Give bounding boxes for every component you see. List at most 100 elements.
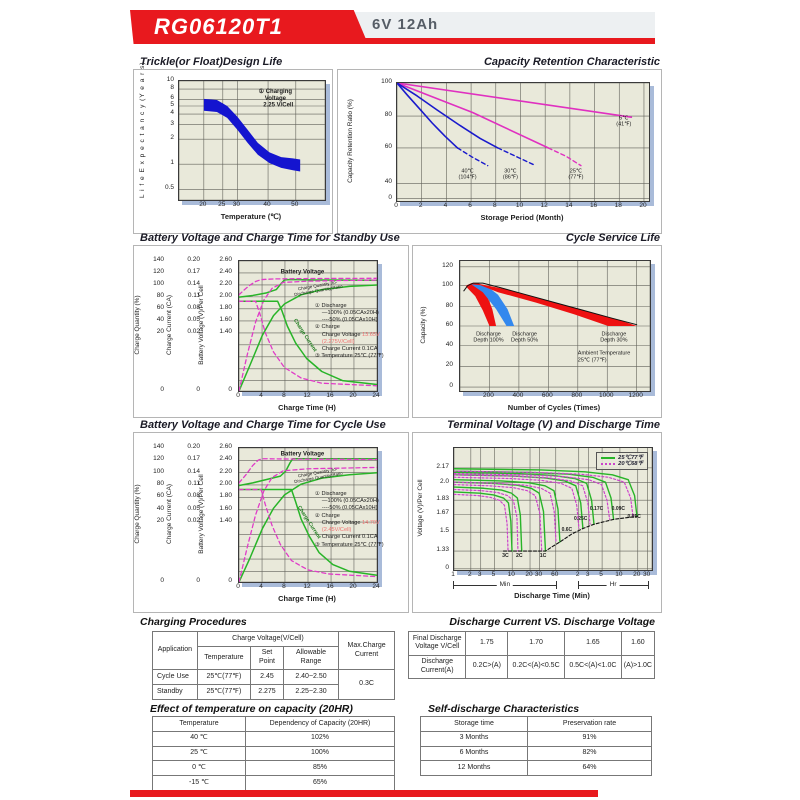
discharge-v-170: 1.70 bbox=[507, 631, 565, 656]
terminal-voltage-discharge-series-0.09C-25C bbox=[454, 471, 614, 519]
terminal-x-axis-label: Discharge Time (Min) bbox=[514, 591, 590, 600]
x-tick-label: 4 bbox=[443, 202, 448, 209]
y-tick-label: 2.60 bbox=[219, 256, 232, 264]
cycle-service-life-series-dod-100-band bbox=[465, 283, 497, 326]
temp-neg15-label: -15 ℃ bbox=[152, 775, 246, 791]
table-row: 12 Months 64% bbox=[420, 760, 652, 776]
y-tick-label: 0.05 bbox=[187, 316, 200, 324]
capacity-retention-series-30C-line bbox=[397, 83, 498, 148]
discharge-table: Final Discharge Voltage V/Cell 1.75 1.70… bbox=[407, 631, 656, 679]
trickle-design-life-annotation: 2.25 V/Cell bbox=[263, 102, 294, 109]
y-tick-label: 80 bbox=[384, 111, 392, 119]
standby-voltage-axis-label: Battery Voltage (V)/Per Cell bbox=[198, 285, 205, 365]
cycle-charge-annotation: Battery Voltage bbox=[280, 451, 325, 458]
standby-voltage-axis: 2.60 2.40 2.20 2.00 1.80 1.60 1.40 0 bbox=[210, 256, 234, 393]
standby-conditions-note: ① Discharge —100% (0.05CAx20H) ----50% (0.… bbox=[315, 303, 384, 361]
x-tick-label: 16 bbox=[326, 583, 334, 590]
retention-x-axis-label: Storage Period (Month) bbox=[480, 213, 564, 222]
temp-25-value: 100% bbox=[245, 745, 395, 762]
selfd-3m-label: 3 Months bbox=[420, 730, 528, 747]
capacity-retention-series-25C-line bbox=[397, 83, 548, 148]
y-tick-label: 0.05 bbox=[187, 504, 200, 512]
note-text: 14.70V bbox=[362, 519, 380, 526]
product-model: RG06120T1 bbox=[154, 14, 283, 39]
cycle-charge-canvas bbox=[239, 448, 377, 582]
y-tick-label: 0 bbox=[160, 386, 164, 394]
trickle-design-life-series-design-life-band bbox=[203, 98, 301, 172]
x-tick-label: 14 bbox=[565, 202, 573, 209]
y-tick-label: 80 bbox=[156, 480, 164, 488]
y-tick-label: 40 bbox=[156, 316, 164, 324]
cycle-service-life-series-dod-50-band bbox=[471, 284, 515, 326]
terminal-time-ranges: Min Hr bbox=[453, 580, 651, 590]
capacity-retention-annotation: 5℃ (41℉) bbox=[616, 115, 632, 128]
y-tick-label: 140 bbox=[153, 443, 164, 451]
cycle-service-life-annotation: Ambient Temperature 25℃ (77℉) bbox=[577, 350, 631, 364]
x-tick-label: 5 bbox=[599, 571, 603, 578]
x-tick-label: 10 bbox=[507, 571, 515, 578]
discharge-v-165: 1.65 bbox=[563, 631, 622, 656]
y-tick-label: 0.17 bbox=[187, 268, 200, 276]
y-tick-label: 0.11 bbox=[187, 480, 200, 488]
capacity-retention-series-5C-line bbox=[397, 83, 631, 117]
cycleuse-x-axis: 0 4 8 12 16 20 24 bbox=[236, 583, 379, 592]
cycleuse-quantity-axis: 140 120 100 80 60 40 20 0 bbox=[150, 443, 166, 584]
terminal-voltage-discharge-series-0.05C-20C bbox=[454, 471, 633, 516]
terminal-chart-panel: 25℃77℉ 20℃68℉ 3C 2C 1C 0.6C 0.25C 0.17C 0.09C 0.… bbox=[412, 432, 662, 613]
note-text: ① Discharge bbox=[314, 490, 347, 497]
y-tick-label: 0 bbox=[196, 386, 200, 394]
y-tick-label: 5 bbox=[170, 101, 174, 109]
temp-h-temperature: Temperature bbox=[152, 716, 246, 732]
footer-red-bar bbox=[130, 790, 598, 797]
note-line: ③ Temperature 25℃ (77℉) bbox=[315, 353, 384, 360]
cycle-service-life-series-dod-30-band bbox=[475, 283, 637, 326]
product-banner: RG06120T1 bbox=[130, 10, 368, 44]
self-discharge-table: Storage time Preservation rate 3 Months … bbox=[420, 716, 652, 776]
y-tick-label: 40 bbox=[156, 504, 164, 512]
y-tick-label: 6 bbox=[170, 94, 174, 102]
legend-label: 25℃77℉ bbox=[618, 454, 644, 461]
cyclelife-x-axis-label: Number of Cycles (Times) bbox=[507, 403, 601, 412]
note-line: Charge Voltage 14.70V bbox=[315, 520, 384, 527]
table-row: 0 ℃ 85% bbox=[152, 760, 395, 776]
terminal-chart-title: Terminal Voltage (V) and Discharge Time bbox=[447, 419, 660, 431]
charging-standby-range: 2.25~2.30 bbox=[282, 684, 340, 700]
y-tick-label: 1.80 bbox=[219, 492, 232, 500]
y-tick-label: 0.5 bbox=[164, 184, 174, 192]
note-text: ③ Temperature 25℃ (77℉) bbox=[314, 541, 384, 548]
note-text: ----50% (0.05CAx10H) bbox=[321, 505, 378, 512]
temp-neg15-value: 65% bbox=[245, 775, 395, 791]
x-tick-label: 10 bbox=[615, 571, 623, 578]
y-tick-label: 0.17 bbox=[187, 455, 200, 463]
charging-cycle-application: Cycle Use bbox=[152, 669, 198, 685]
y-tick-label: 1.5 bbox=[439, 527, 449, 535]
charging-h-charge-voltage: Charge Voltage(V/Cell) bbox=[196, 631, 340, 647]
note-text: 13.65V bbox=[362, 331, 380, 338]
x-tick-label: 2 bbox=[575, 571, 580, 578]
note-line: —100% (0.05CAx20H) bbox=[315, 498, 384, 505]
y-tick-label: 2.20 bbox=[219, 280, 232, 288]
y-tick-label: 80 bbox=[445, 301, 453, 309]
y-tick-label: 0.14 bbox=[187, 280, 200, 288]
trickle-design-life-annotation: ① Charging Voltage bbox=[258, 89, 293, 103]
x-tick-label: 40 bbox=[263, 201, 271, 208]
note-line: ② Charge bbox=[315, 324, 384, 331]
capacity-retention-series-40C-line bbox=[397, 83, 457, 148]
standby-x-axis-label: Charge Time (H) bbox=[278, 403, 336, 412]
note-text: ② Charge bbox=[314, 512, 340, 519]
y-tick-label: 2 bbox=[170, 134, 174, 142]
table-row: 6 Months 82% bbox=[420, 745, 652, 762]
time-range-min: Min bbox=[453, 580, 557, 589]
trickle-chart-panel: ① Charging Voltage 2.25 V/Cell 10 8 6 5 4 3 2 1 0… bbox=[133, 61, 333, 234]
terminal-voltage-discharge-annotation: 0.09C bbox=[611, 506, 625, 513]
terminal-voltage-discharge-series-cutoff-locus bbox=[504, 516, 637, 551]
note-line: Charge Current 0.1CA bbox=[315, 534, 384, 541]
y-tick-label: 3 bbox=[170, 119, 174, 127]
discharge-h-voltage: Final Discharge Voltage V/Cell bbox=[407, 631, 467, 656]
y-tick-label: 60 bbox=[156, 492, 164, 500]
temp-40-value: 102% bbox=[245, 730, 395, 747]
y-tick-label: 100 bbox=[153, 467, 164, 475]
standby-quantity-axis: 140 120 100 80 60 40 20 0 bbox=[150, 256, 166, 394]
y-tick-label: 0.08 bbox=[187, 492, 200, 500]
note-line: ③ Temperature 25℃ (77℉) bbox=[315, 542, 384, 549]
